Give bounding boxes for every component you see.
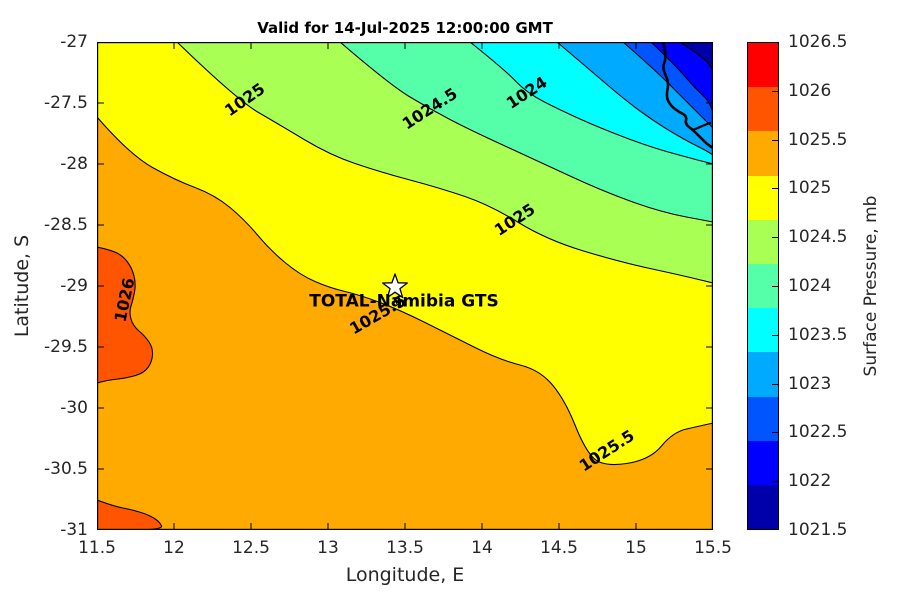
colorbar-band xyxy=(748,43,778,88)
x-axis-label: Longitude, E xyxy=(345,564,465,586)
colorbar-tick-mark xyxy=(772,286,778,287)
y-tick-label: -27 xyxy=(60,32,88,52)
colorbar-tick-label: 1024.5 xyxy=(788,227,848,248)
colorbar-tick-label: 1024 xyxy=(788,276,832,296)
colorbar-tick-mark xyxy=(772,188,778,190)
y-tick-label: -30 xyxy=(60,398,88,418)
station-star-icon xyxy=(381,273,409,299)
y-tick-label: -30.5 xyxy=(44,459,88,479)
colorbar-tick-mark xyxy=(772,481,778,483)
y-tick-label: -31 xyxy=(60,520,88,540)
y-tick-label: -29.5 xyxy=(44,337,88,357)
colorbar-tick-label: 1025.5 xyxy=(788,129,848,150)
colorbar-tick-mark xyxy=(772,139,778,141)
y-axis-label: Latitude, S xyxy=(11,234,33,338)
contour-map: 1025 1024.5 1024 1025 1025.5 1026 1025.5 TOTAL… xyxy=(97,42,713,530)
x-tick-label: 14.5 xyxy=(540,538,578,558)
colorbar-tick-label: 1022 xyxy=(788,471,832,492)
x-tick-label: 12 xyxy=(163,538,185,558)
colorbar-tick-mark xyxy=(772,432,778,434)
y-tick-label: -29 xyxy=(60,276,88,296)
colorbar-tick-mark xyxy=(772,237,778,239)
x-tick-label: 13 xyxy=(317,538,339,558)
colorbar-tick-label: 1023.5 xyxy=(788,324,848,345)
y-tick-label: -28 xyxy=(60,154,88,174)
colorbar-band xyxy=(748,440,778,485)
x-tick-label: 11.5 xyxy=(78,538,116,558)
station-label: TOTAL-Namibia GTS xyxy=(309,291,499,312)
x-tick-label: 12.5 xyxy=(232,538,270,558)
x-tick-label: 15 xyxy=(625,538,647,558)
colorbar-tick-label: 1026 xyxy=(788,80,832,101)
colorbar-band xyxy=(748,484,778,530)
x-tick-label: 15.5 xyxy=(694,538,732,558)
colorbar-band xyxy=(748,396,778,441)
colorbar-tick-label: 1022.5 xyxy=(788,422,848,443)
plot-title: Valid for 14-Jul-2025 12:00:00 GMT xyxy=(257,19,553,37)
colorbar-band xyxy=(748,175,778,220)
colorbar-tick-mark xyxy=(772,90,778,92)
x-tick-label: 13.5 xyxy=(386,538,424,558)
colorbar-tick-mark xyxy=(772,383,778,385)
colorbar-tick-mark xyxy=(772,334,778,336)
colorbar-tick-label: 1021.5 xyxy=(788,520,848,540)
colorbar-tick-label: 1026.5 xyxy=(788,32,848,52)
colorbar-band xyxy=(748,131,778,176)
colorbar-tick-label: 1025 xyxy=(788,178,832,199)
y-tick-label: -27.5 xyxy=(44,93,88,113)
colorbar-band xyxy=(748,219,778,264)
y-tick-label: -28.5 xyxy=(44,215,88,235)
colorbar-tick-label: 1023 xyxy=(788,373,832,394)
colorbar-band xyxy=(748,352,778,397)
colorbar-band xyxy=(748,308,778,353)
colorbar-axis-label: Surface Pressure, mb xyxy=(861,195,881,377)
colorbar-band xyxy=(748,87,778,132)
x-tick-label: 14 xyxy=(471,538,493,558)
colorbar xyxy=(747,42,779,530)
pressure-field-svg xyxy=(97,42,713,530)
